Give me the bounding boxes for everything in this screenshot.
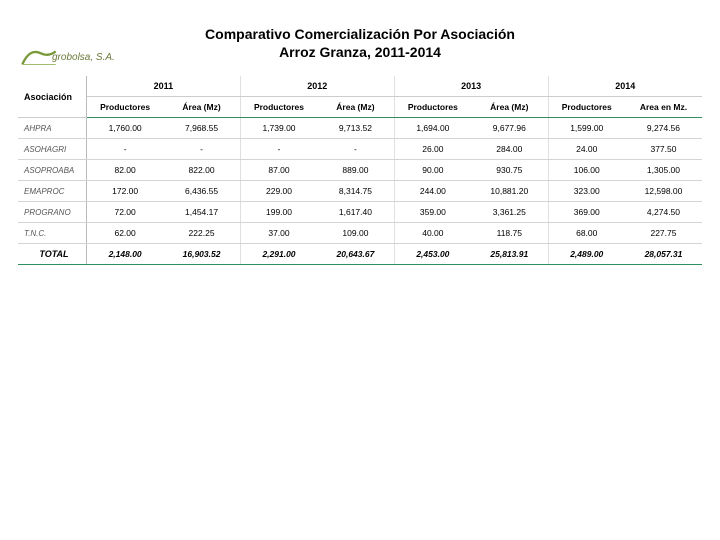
table-cell: 1,454.17 (163, 202, 240, 223)
table-cell: 109.00 (317, 223, 394, 244)
table-cell: 172.00 (86, 181, 163, 202)
table-total-cell: 28,057.31 (625, 244, 702, 265)
table-cell: 1,617.40 (317, 202, 394, 223)
table-cell: 1,739.00 (240, 118, 317, 139)
subheader-productores: Productores (240, 97, 317, 118)
table-cell: 323.00 (548, 181, 625, 202)
table-year-row: Asociación 2011 2012 2013 2014 (18, 76, 702, 97)
table-cell: 10,881.20 (471, 181, 548, 202)
table-row: PROGRANO72.001,454.17199.001,617.40359.0… (18, 202, 702, 223)
table-cell: 9,274.56 (625, 118, 702, 139)
table-cell: - (240, 139, 317, 160)
table-cell: 1,760.00 (86, 118, 163, 139)
table-cell: 930.75 (471, 160, 548, 181)
table-total-cell: 20,643.67 (317, 244, 394, 265)
table-cell: 9,677.96 (471, 118, 548, 139)
table-cell: 82.00 (86, 160, 163, 181)
table-cell: 7,968.55 (163, 118, 240, 139)
table-cell: 889.00 (317, 160, 394, 181)
table-total-cell: 2,489.00 (548, 244, 625, 265)
table-cell: 106.00 (548, 160, 625, 181)
table-cell: 222.25 (163, 223, 240, 244)
table-cell: 1,694.00 (394, 118, 471, 139)
table-total-cell: 2,453.00 (394, 244, 471, 265)
table-cell: 24.00 (548, 139, 625, 160)
table-cell: PROGRANO (18, 202, 86, 223)
table-cell: 1,599.00 (548, 118, 625, 139)
table-cell: 9,713.52 (317, 118, 394, 139)
table-cell: EMAPROC (18, 181, 86, 202)
comparison-table: Asociación 2011 2012 2013 2014 Productor… (18, 76, 702, 265)
table-total-cell: 2,148.00 (86, 244, 163, 265)
header-year-2013: 2013 (394, 76, 548, 97)
subheader-productores: Productores (548, 97, 625, 118)
table-subheader-row: Productores Área (Mz) Productores Área (… (18, 97, 702, 118)
table-cell: 822.00 (163, 160, 240, 181)
table-cell: 359.00 (394, 202, 471, 223)
table-cell: 90.00 (394, 160, 471, 181)
table-total-cell: 25,813.91 (471, 244, 548, 265)
table-cell: 118.75 (471, 223, 548, 244)
table-cell: ASOHAGRI (18, 139, 86, 160)
subheader-area-en-mz: Area en Mz. (625, 97, 702, 118)
table-total-cell: 2,291.00 (240, 244, 317, 265)
table-cell: 12,598.00 (625, 181, 702, 202)
table-total-cell: 16,903.52 (163, 244, 240, 265)
header-year-2012: 2012 (240, 76, 394, 97)
table-cell: 1,305.00 (625, 160, 702, 181)
table-cell: AHPRA (18, 118, 86, 139)
table-row: ASOHAGRI----26.00284.0024.00377.50 (18, 139, 702, 160)
table-cell: 227.75 (625, 223, 702, 244)
logo-text: grobolsa, S.A. (52, 52, 115, 63)
comparison-table-wrap: Asociación 2011 2012 2013 2014 Productor… (18, 76, 702, 265)
table-row: ASOPROABA82.00822.0087.00889.0090.00930.… (18, 160, 702, 181)
table-cell: 369.00 (548, 202, 625, 223)
table-total-row: TOTAL2,148.0016,903.522,291.0020,643.672… (18, 244, 702, 265)
table-row: T.N.C.62.00222.2537.00109.0040.00118.756… (18, 223, 702, 244)
table-cell: 87.00 (240, 160, 317, 181)
table-total-cell: TOTAL (18, 244, 86, 265)
table-cell: 4,274.50 (625, 202, 702, 223)
table-cell: 3,361.25 (471, 202, 548, 223)
table-cell: 37.00 (240, 223, 317, 244)
subheader-area: Área (Mz) (163, 97, 240, 118)
header-year-2011: 2011 (86, 76, 240, 97)
table-cell: - (317, 139, 394, 160)
subheader-productores: Productores (86, 97, 163, 118)
subheader-area: Área (Mz) (471, 97, 548, 118)
table-cell: - (86, 139, 163, 160)
table-cell: 229.00 (240, 181, 317, 202)
table-body: AHPRA1,760.007,968.551,739.009,713.521,6… (18, 118, 702, 265)
logo: grobolsa, S.A. (20, 44, 115, 70)
table-cell: 72.00 (86, 202, 163, 223)
table-cell: 377.50 (625, 139, 702, 160)
table-cell: 199.00 (240, 202, 317, 223)
table-cell: T.N.C. (18, 223, 86, 244)
table-cell: 244.00 (394, 181, 471, 202)
table-cell: 62.00 (86, 223, 163, 244)
table-cell: 26.00 (394, 139, 471, 160)
table-cell: 68.00 (548, 223, 625, 244)
page-title-line1: Comparativo Comercialización Por Asociac… (0, 26, 720, 42)
table-row: AHPRA1,760.007,968.551,739.009,713.521,6… (18, 118, 702, 139)
table-cell: 8,314.75 (317, 181, 394, 202)
table-cell: ASOPROABA (18, 160, 86, 181)
header-year-2014: 2014 (548, 76, 702, 97)
table-cell: - (163, 139, 240, 160)
subheader-productores: Productores (394, 97, 471, 118)
table-cell: 6,436.55 (163, 181, 240, 202)
subheader-area: Área (Mz) (317, 97, 394, 118)
table-row: EMAPROC172.006,436.55229.008,314.75244.0… (18, 181, 702, 202)
table-cell: 40.00 (394, 223, 471, 244)
header-asociacion: Asociación (18, 76, 86, 118)
table-cell: 284.00 (471, 139, 548, 160)
